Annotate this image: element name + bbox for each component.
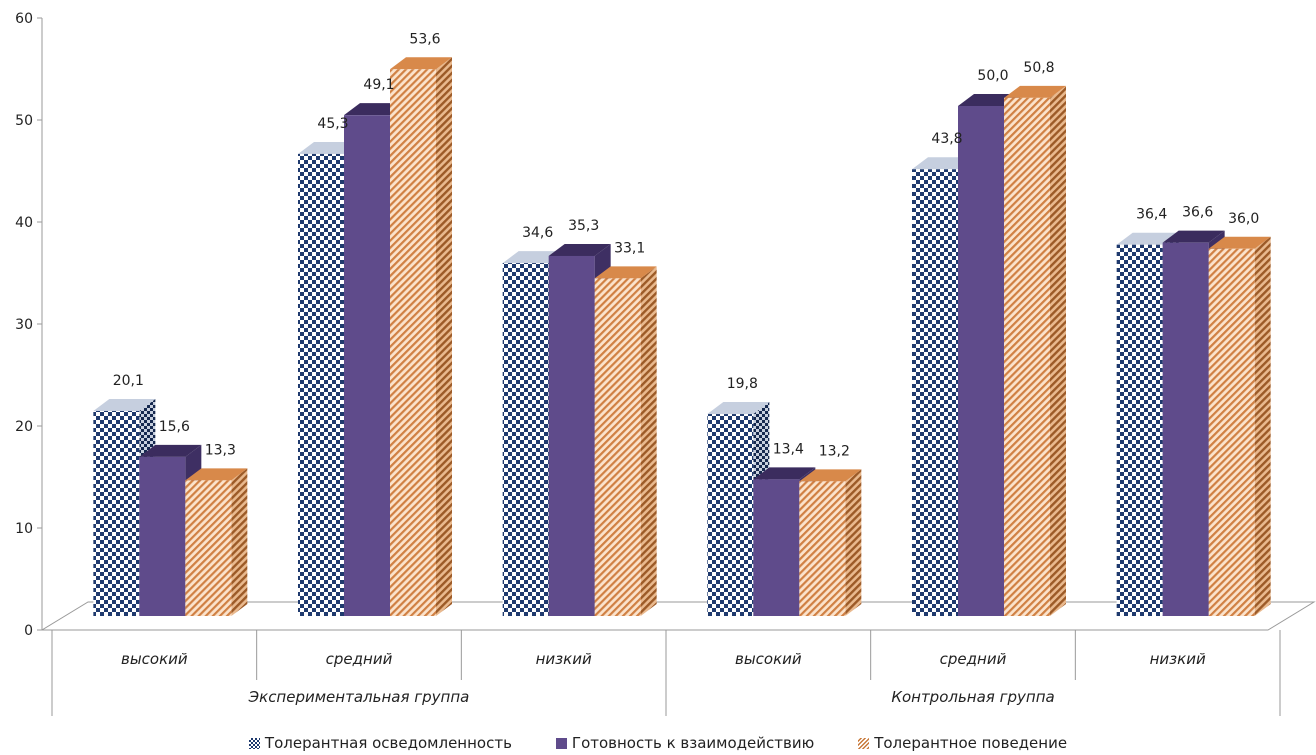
- bar-front: [594, 278, 641, 616]
- bar-front: [912, 169, 958, 617]
- bar: [594, 266, 657, 616]
- category-label: высокий: [121, 650, 188, 668]
- bar-top: [548, 243, 611, 256]
- category-label: низкий: [536, 650, 592, 668]
- data-label: 43,8: [931, 131, 962, 147]
- bar-top: [1116, 232, 1179, 245]
- y-tick-label: 50: [15, 113, 33, 129]
- bar-side: [436, 57, 452, 616]
- data-label: 33,1: [614, 240, 645, 256]
- bar-front: [139, 456, 186, 616]
- bar-front: [1208, 248, 1255, 617]
- bar-front: [958, 106, 1004, 616]
- bar: [185, 468, 248, 616]
- bar-top: [1162, 230, 1225, 243]
- legend-item: Толерантное поведение: [858, 734, 1067, 752]
- y-tick-label: 0: [24, 623, 33, 639]
- legend: Толерантная осведомленность Готовность к…: [0, 732, 1316, 754]
- bar-top: [139, 444, 202, 457]
- bar-front: [1162, 242, 1209, 616]
- bar-side: [845, 469, 862, 616]
- bar-front: [93, 410, 140, 616]
- category-label: высокий: [735, 650, 802, 668]
- bar-top: [594, 266, 657, 279]
- data-label: 19,8: [727, 376, 758, 392]
- bar-side: [1050, 85, 1066, 617]
- data-label: 50,0: [977, 68, 1008, 84]
- data-label: 50,8: [1023, 60, 1054, 76]
- group-label: Контрольная группа: [891, 688, 1054, 706]
- y-tick-label: 40: [15, 215, 33, 231]
- bar: [799, 469, 862, 616]
- bar-front: [344, 115, 390, 617]
- data-label: 15,6: [159, 419, 190, 435]
- data-label: 34,6: [522, 225, 553, 241]
- bar: [1004, 85, 1066, 617]
- data-label: 36,6: [1182, 205, 1213, 221]
- bar-side: [640, 266, 657, 616]
- legend-label: Толерантное поведение: [874, 734, 1068, 752]
- data-label: 36,0: [1228, 211, 1259, 227]
- legend-item: Толерантная осведомленность: [248, 734, 512, 752]
- bar-top: [707, 402, 770, 415]
- legend-swatch-solid: [555, 737, 567, 749]
- y-tick-label: 60: [15, 11, 33, 27]
- data-label: 13,4: [773, 441, 804, 457]
- y-tick-label: 10: [15, 521, 33, 537]
- bar-front: [298, 153, 344, 616]
- legend-swatch-diagonal: [858, 737, 870, 749]
- bar-top: [93, 398, 156, 411]
- bar-front: [707, 414, 754, 616]
- y-tick-label: 20: [15, 419, 33, 435]
- data-label: 13,2: [819, 443, 850, 459]
- bar-top: [753, 467, 816, 480]
- bar-front: [390, 69, 436, 616]
- group-label: Экспериментальная группа: [248, 688, 470, 706]
- data-label: 35,3: [568, 218, 599, 234]
- bar-front: [753, 479, 800, 616]
- bar-side: [231, 468, 248, 616]
- category-label: низкий: [1150, 650, 1206, 668]
- legend-label: Готовность к взаимодействию: [571, 734, 815, 752]
- bar-side: [1254, 236, 1271, 617]
- bar-front: [185, 480, 232, 616]
- data-label: 36,4: [1136, 207, 1167, 223]
- bar-top: [1208, 236, 1271, 249]
- bar-top: [799, 469, 862, 482]
- data-label: 49,1: [363, 77, 394, 93]
- bar: [912, 157, 974, 617]
- bar-front: [1004, 97, 1050, 617]
- data-label: 20,1: [113, 373, 144, 389]
- bar-chart: 0 10 20 30 40 50 60 высокий средний низкий высоки…: [15, 11, 1316, 716]
- bar: [390, 57, 452, 616]
- data-label: 13,3: [205, 442, 236, 458]
- bar-front: [799, 481, 846, 616]
- y-tick-label: 30: [15, 317, 33, 333]
- category-label: средний: [940, 650, 1007, 668]
- bar-top: [185, 468, 248, 481]
- data-label: 45,3: [317, 116, 348, 132]
- bar-top: [1004, 85, 1066, 98]
- legend-swatch-checker: [248, 737, 260, 749]
- legend-label: Толерантная осведомленность: [264, 734, 512, 752]
- data-label: 53,6: [409, 31, 440, 47]
- bar-front: [502, 263, 549, 616]
- bar-top: [390, 57, 452, 70]
- bar: [1208, 236, 1271, 617]
- bar-front: [548, 255, 595, 616]
- legend-item: Готовность к взаимодействию: [555, 734, 815, 752]
- category-label: средний: [326, 650, 393, 668]
- bar-front: [1116, 244, 1163, 616]
